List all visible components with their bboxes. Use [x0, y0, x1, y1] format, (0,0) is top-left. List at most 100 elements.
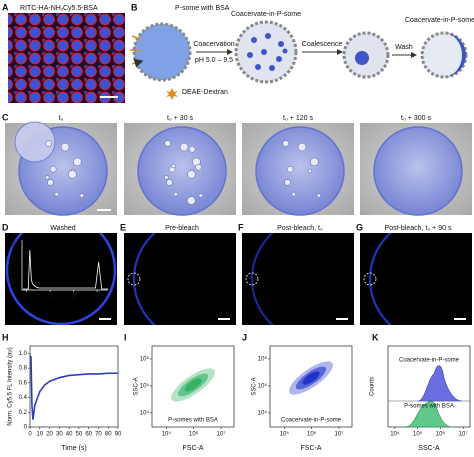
y-tick-label: 0.6	[19, 380, 28, 386]
data-line	[29, 355, 118, 420]
x-tick-label: 20	[46, 432, 53, 438]
droplet	[310, 157, 319, 167]
panel-letter: G	[356, 222, 363, 232]
x-tick-label: 60	[85, 432, 92, 438]
droplet	[286, 166, 294, 173]
y-tick-label: 0.4	[19, 395, 28, 401]
tick-label: 0	[25, 295, 29, 301]
panel-letter: E	[120, 222, 126, 232]
droplet	[49, 166, 57, 173]
droplet	[173, 191, 179, 197]
bleach-roi	[245, 272, 259, 286]
droplet	[47, 179, 54, 186]
annotation: Coacervate-in-P-some	[281, 418, 342, 424]
label: pH 5.0 – 9.5	[195, 57, 233, 64]
label: Coacervate-in-P-some	[231, 11, 301, 18]
y-tick-label: 10⁶	[258, 355, 268, 362]
inset-axes	[21, 240, 108, 291]
x-tick-label: 40	[66, 432, 73, 438]
y-tick-label: 0	[24, 425, 28, 431]
annotation: P-somes with BSA	[404, 404, 454, 410]
x-tick-label: 10⁷	[217, 431, 226, 438]
x-tick-label: 10⁷	[335, 431, 344, 438]
vesicle	[373, 126, 463, 216]
droplet	[73, 157, 82, 167]
panel-letter: K	[372, 332, 379, 342]
droplet	[164, 140, 171, 147]
panel-title: Post-bleach, t₀	[277, 225, 323, 232]
bleach-roi	[363, 272, 377, 286]
x-tick-label: 30	[56, 432, 63, 438]
droplet	[187, 170, 196, 179]
timepoint-label: t₀	[59, 115, 64, 122]
y-axis-label: SSC-A	[134, 377, 140, 395]
label: P-some with BSA	[175, 5, 230, 12]
axes-frame	[151, 345, 235, 428]
tick-label: 30	[70, 295, 77, 301]
panel-letter: J	[242, 332, 247, 342]
label: DEAE-Dextran	[182, 89, 228, 96]
x-tick-label: 80	[105, 432, 112, 438]
droplet	[54, 191, 60, 197]
label: Coalescence	[302, 41, 343, 48]
panel-letter: C	[2, 112, 9, 122]
x-tick-label: 10⁵	[413, 431, 423, 438]
y-tick-label: 10⁵	[258, 382, 268, 389]
x-axis-label: SSC-A	[418, 445, 440, 452]
x-tick-label: 10⁴	[390, 431, 400, 438]
panel-letter: A	[2, 2, 9, 12]
x-tick-label: 0	[28, 432, 32, 438]
vesicle	[137, 126, 227, 216]
label: Coacervation	[193, 41, 234, 48]
y-tick-label: 10⁴	[140, 409, 150, 416]
y-axis-label: SSC-A	[252, 377, 258, 395]
inset-ylabel: Cy 5.5 FL Int. (au)	[12, 241, 18, 289]
droplet	[68, 170, 77, 179]
micrograph	[360, 233, 472, 325]
droplet	[60, 142, 70, 152]
droplet	[282, 140, 289, 147]
x-tick-label: 10⁷	[459, 431, 468, 438]
y-tick-label: 0.8	[19, 366, 28, 372]
vesicle-ring	[132, 233, 236, 325]
y-tick-label: 10⁵	[140, 382, 150, 389]
bleach-roi	[127, 272, 141, 286]
micrograph	[242, 233, 354, 325]
inset-profile	[23, 249, 108, 290]
droplet	[297, 142, 307, 152]
event-cloud	[184, 378, 202, 392]
legend-label: RITC-HA-NH₂	[20, 5, 64, 12]
panel-letter: D	[2, 222, 9, 232]
y-axis-label: Counts	[370, 377, 376, 396]
timepoint-label: t₀ + 300 s	[401, 115, 431, 122]
x-tick-label: 10⁶	[189, 431, 199, 438]
panel-letter: B	[131, 2, 138, 12]
droplet	[307, 168, 313, 174]
x-tick-label: 10⁶	[436, 431, 446, 438]
droplet	[291, 191, 297, 197]
timepoint-label: t₀ + 120 s	[283, 115, 313, 122]
label: Wash	[395, 44, 413, 51]
event-cloud	[302, 371, 320, 385]
x-axis-label: FSC-A	[183, 445, 204, 452]
droplet	[188, 146, 196, 153]
x-axis-label: Time (s)	[61, 445, 86, 452]
tick-label: 15	[47, 295, 54, 301]
x-tick-label: 90	[115, 432, 122, 438]
droplet	[284, 179, 291, 186]
histogram	[404, 401, 453, 428]
timepoint-label: t₀ + 30 s	[167, 115, 194, 122]
x-tick-label: 10⁵	[162, 431, 172, 438]
vesicle-ring	[368, 233, 472, 325]
droplet	[316, 193, 322, 198]
droplet	[198, 193, 204, 198]
panel-title: Post-bleach, t₀ + 90 s	[385, 225, 452, 232]
droplet	[195, 164, 202, 171]
droplet	[171, 163, 176, 169]
annotation: Coacervate-in-P-some	[399, 358, 460, 364]
y-axis-label: Norm. Cy5.5 FL Intensity (au)	[8, 347, 14, 425]
y-tick-label: 10⁴	[258, 409, 268, 416]
y-tick-label: 10⁶	[140, 355, 150, 362]
x-tick-label: 10	[36, 432, 43, 438]
